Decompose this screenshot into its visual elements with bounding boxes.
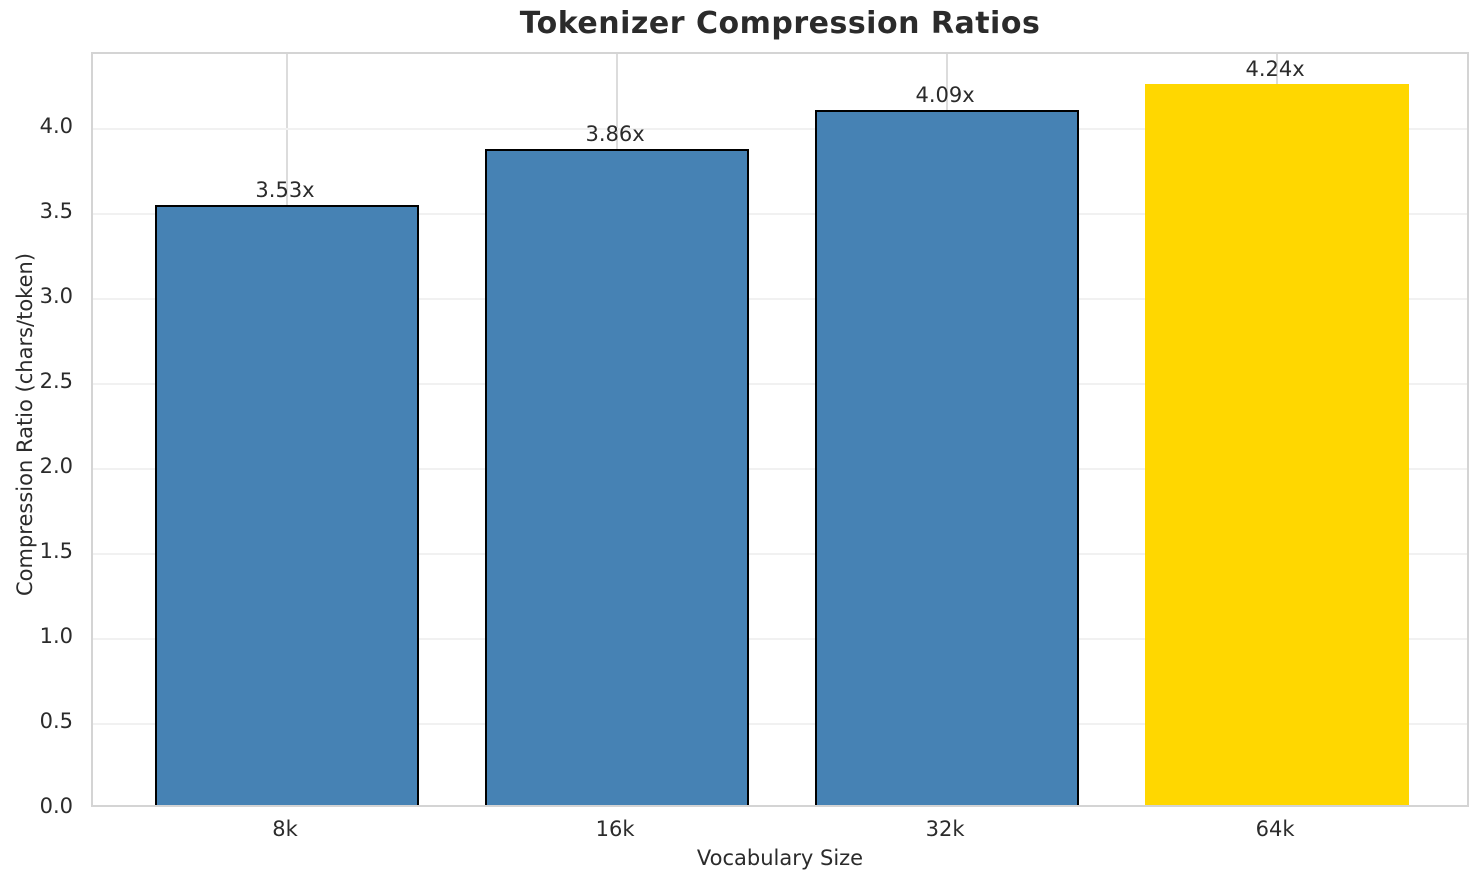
bar-value-label: 4.09x — [915, 82, 975, 107]
x-tick-label-64k: 64k — [1255, 817, 1295, 841]
y-gridline — [93, 552, 1467, 555]
y-tick-label: 1.0 — [39, 623, 73, 648]
y-tick-label: 3.5 — [39, 198, 73, 223]
y-tick-label: 2.0 — [39, 453, 73, 478]
y-gridline — [93, 467, 1467, 470]
y-gridline — [93, 722, 1467, 725]
x-tick-label-8k: 8k — [272, 817, 298, 841]
y-gridline — [93, 637, 1467, 640]
y-tick-label: 2.5 — [39, 368, 73, 393]
y-gridline — [93, 297, 1467, 300]
bar-64k — [1145, 84, 1410, 805]
bar-8k — [155, 204, 420, 805]
y-axis-label: Compression Ratio (chars/token) — [13, 252, 37, 596]
y-tick-label: 1.5 — [39, 538, 73, 563]
y-tick-label: 4.0 — [39, 113, 73, 138]
y-tick-label: 0.0 — [39, 794, 73, 818]
bar-32k — [815, 109, 1080, 805]
bar-value-label: 3.86x — [585, 121, 645, 146]
y-gridline — [93, 127, 1467, 130]
x-axis-label: Vocabulary Size — [696, 846, 864, 870]
bar-value-label: 3.53x — [255, 177, 315, 202]
plot-area — [91, 52, 1469, 807]
y-gridline — [93, 212, 1467, 215]
x-tick-label-16k: 16k — [595, 817, 635, 841]
x-tick-label-32k: 32k — [925, 817, 965, 841]
y-gridline — [93, 382, 1467, 385]
bar-16k — [485, 148, 750, 805]
y-tick-label: 3.0 — [39, 283, 73, 308]
chart-title: Tokenizer Compression Ratios — [519, 6, 1041, 41]
y-tick-label: 0.5 — [39, 708, 73, 733]
bar-value-label: 4.24x — [1245, 57, 1305, 81]
